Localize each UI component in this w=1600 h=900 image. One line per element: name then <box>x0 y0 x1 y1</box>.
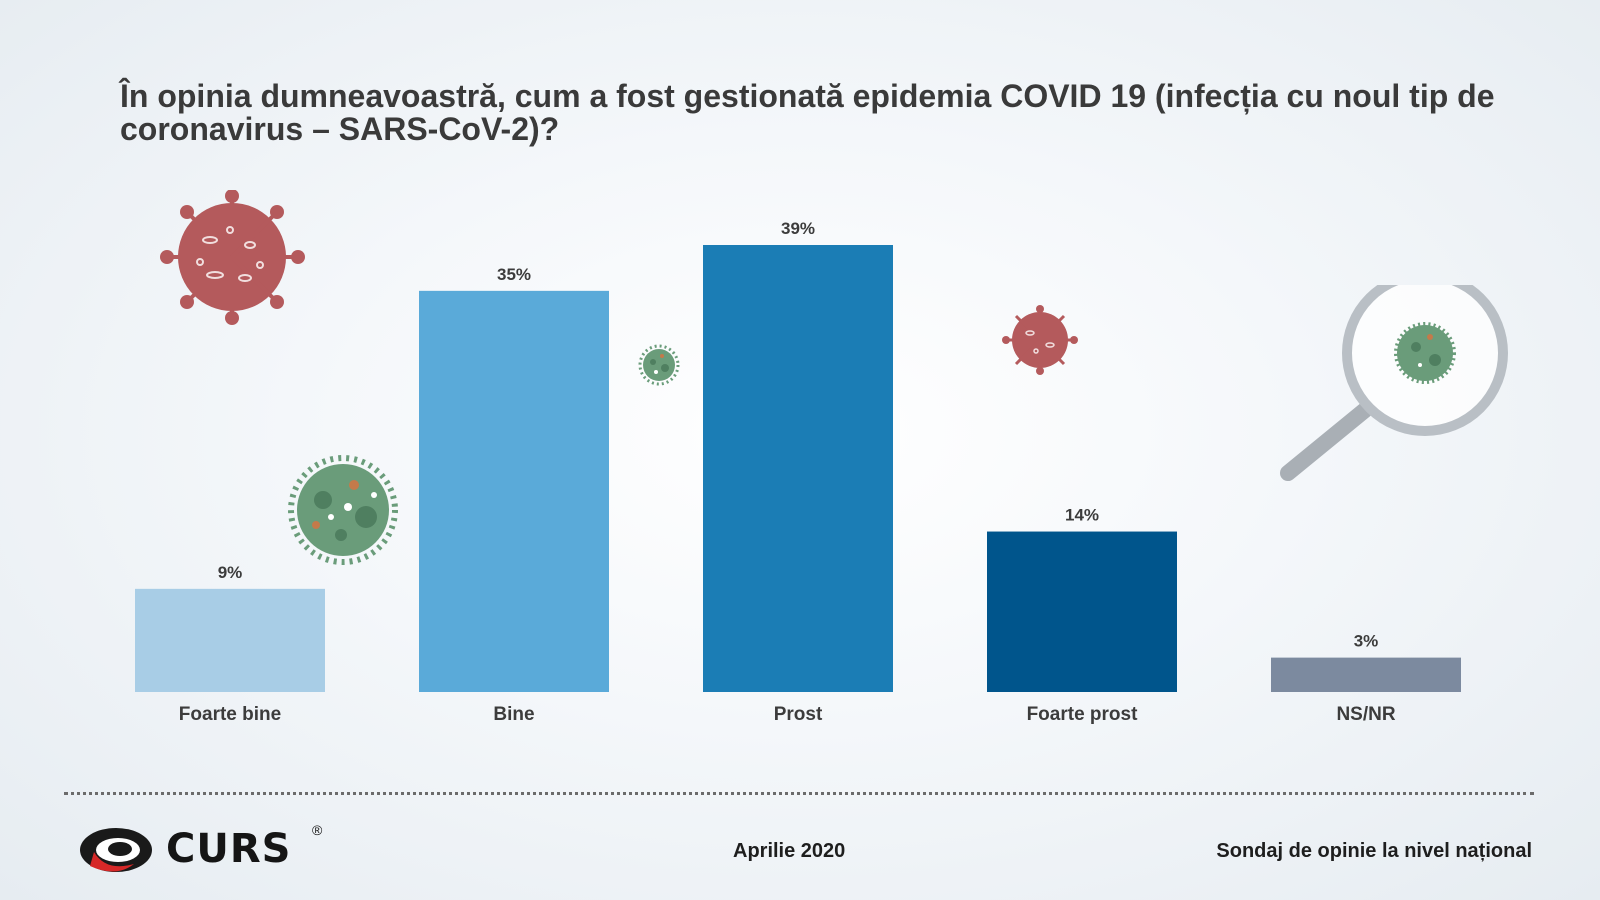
bar-bine <box>419 290 609 692</box>
bar-value-label: 14% <box>1065 506 1099 525</box>
footer-divider <box>64 792 1534 795</box>
registered-mark: ® <box>312 822 323 838</box>
bar-value-label: 3% <box>1354 632 1379 651</box>
bar-chart: 9% Foarte bine 35% Bine 39% Prost 14% Foarte pr… <box>135 219 1461 725</box>
bar-foarte-bine <box>135 588 325 692</box>
bar-foarte-prost <box>987 531 1177 692</box>
bar-value-label: 9% <box>218 563 243 582</box>
curs-logo: CURS ® <box>76 822 336 882</box>
category-label: Foarte prost <box>1027 704 1139 725</box>
category-label: Foarte bine <box>179 704 281 725</box>
bar-value-label: 39% <box>781 219 815 238</box>
category-label: NS/NR <box>1336 704 1395 725</box>
bar-ns-nr <box>1271 657 1461 692</box>
curs-logo-icon <box>80 828 152 872</box>
coronavirus-red-icon <box>1002 305 1078 375</box>
survey-description: Sondaj de opinie la nivel național <box>1216 840 1532 862</box>
coronavirus-red-icon <box>160 190 305 325</box>
chart-title: În opinia dumneavoastră, cum a fost gest… <box>120 78 1495 147</box>
bar-value-label: 35% <box>497 265 531 284</box>
bar-prost <box>703 245 893 692</box>
category-label: Prost <box>774 704 823 725</box>
survey-date: Aprilie 2020 <box>733 840 846 862</box>
logo-text: CURS <box>166 826 292 872</box>
coronavirus-green-icon <box>638 344 680 386</box>
coronavirus-green-icon <box>288 455 398 565</box>
category-label: Bine <box>493 704 534 725</box>
magnifier-icon <box>1280 285 1508 481</box>
